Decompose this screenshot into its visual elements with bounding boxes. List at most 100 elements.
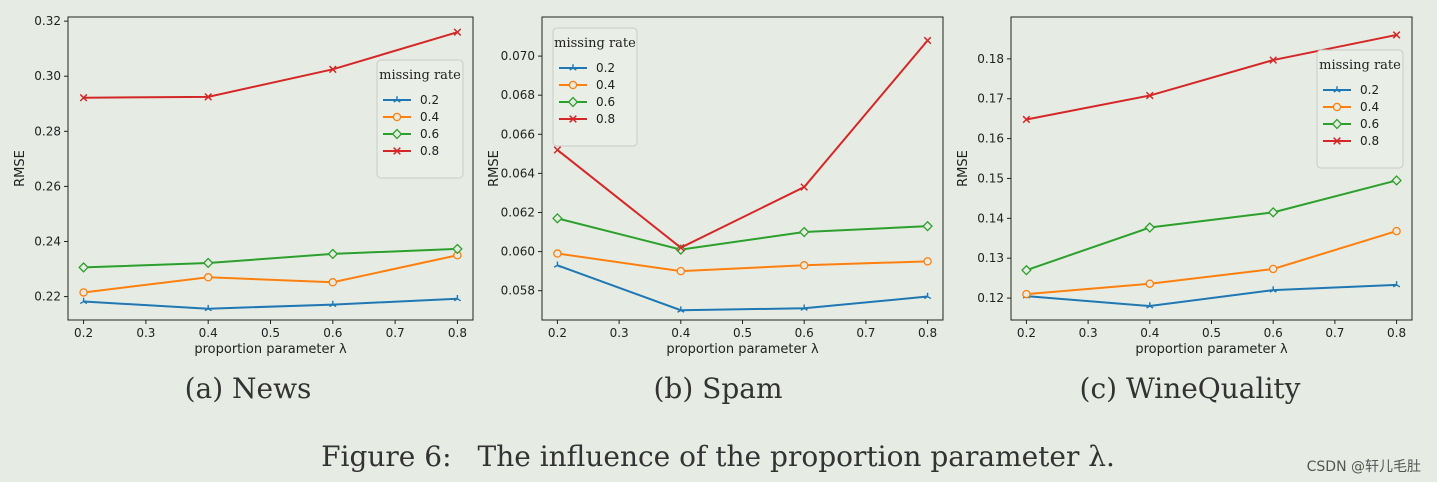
- x-tick-label: 0.7: [386, 326, 405, 340]
- y-tick-label: 0.22: [34, 290, 61, 304]
- caption-spam: (b) Spam: [653, 372, 783, 405]
- x-tick-label: 0.4: [671, 326, 690, 340]
- data-point-0.2: [677, 306, 685, 313]
- legend-title: missing rate: [379, 68, 461, 83]
- x-tick-label: 0.6: [795, 326, 814, 340]
- x-axis-label: proportion parameter λ: [1135, 342, 1288, 357]
- x-tick-label: 0.4: [1140, 326, 1159, 340]
- y-tick-label: 0.060: [501, 245, 535, 259]
- legend-label-0.6: 0.6: [1360, 117, 1379, 131]
- chart-panel-2: 0.2 0.3 0.4 0.5 0.6 0.7 0.8 0.058 0.060 0.062 0.06…: [487, 16, 944, 357]
- legend-marker-0.8: [393, 147, 401, 155]
- caption-winequality: (c) WineQuality: [1079, 372, 1301, 405]
- series-line-0.8: [556, 39, 929, 249]
- y-tick-label: 0.062: [501, 205, 535, 219]
- x-tick-label: 0.8: [918, 326, 937, 340]
- legend-marker-0.8: [1333, 137, 1341, 145]
- data-point-0.8: [453, 28, 462, 36]
- data-point-0.4: [1145, 279, 1155, 288]
- x-tick-label: 0.7: [1325, 326, 1344, 340]
- x-tick-label: 0.3: [1079, 326, 1098, 340]
- data-point-0.2: [553, 261, 562, 268]
- x-tick-label: 0.2: [548, 326, 567, 340]
- data-point-0.2: [329, 300, 337, 308]
- x-axis-label: proportion parameter λ: [194, 342, 347, 357]
- data-point-0.8: [1269, 56, 1278, 64]
- data-point-0.8: [676, 243, 685, 252]
- data-point-0.2: [1146, 302, 1154, 309]
- legend-title: missing rate: [554, 36, 636, 51]
- y-tick-label: 0.24: [34, 234, 61, 248]
- data-point-0.2: [204, 304, 212, 312]
- x-tick-label: 0.3: [610, 326, 629, 340]
- data-point-0.4: [328, 278, 338, 287]
- legend-label-0.2: 0.2: [420, 93, 439, 107]
- legend-label-0.8: 0.8: [1360, 134, 1379, 148]
- legend-marker-0.4: [392, 112, 402, 122]
- legend-marker-0.2: [393, 96, 401, 103]
- data-point-0.2: [800, 304, 808, 311]
- data-point-0.6: [552, 213, 563, 224]
- data-point-0.6: [1391, 175, 1402, 186]
- series-line-0.2: [1026, 283, 1397, 308]
- series-line-0.4: [1026, 230, 1397, 296]
- y-tick-label: 0.30: [34, 69, 61, 83]
- legend-label-0.8: 0.8: [420, 144, 439, 158]
- series-line-0.8: [1026, 33, 1397, 121]
- x-axis-label: proportion parameter λ: [666, 342, 819, 357]
- data-point-0.8: [79, 93, 88, 102]
- legend-marker-0.6: [391, 128, 403, 140]
- legend-title: missing rate: [1319, 58, 1401, 73]
- chart-panel-1: 0.2 0.3 0.4 0.5 0.6 0.7 0.8 0.22 0.24 0.26 0.28 0.3…: [13, 14, 474, 357]
- x-tick-label: 0.2: [74, 326, 93, 340]
- legend-label-0.6: 0.6: [596, 95, 615, 109]
- y-tick-label: 0.058: [501, 284, 535, 298]
- data-point-0.8: [923, 36, 932, 45]
- y-tick-label: 0.32: [34, 14, 61, 28]
- series-line-0.6: [1026, 179, 1397, 272]
- series-line-0.4: [83, 254, 458, 294]
- data-point-0.4: [79, 288, 88, 297]
- legend-marker-0.6: [1331, 118, 1343, 130]
- series-line-0.2: [557, 264, 928, 312]
- legend-label-0.2: 0.2: [596, 61, 615, 75]
- data-point-0.4: [799, 261, 809, 270]
- data-point-0.2: [1269, 286, 1277, 293]
- data-point-0.4: [1268, 264, 1278, 274]
- figure-caption: Figure 6: The influence of the proportion…: [321, 440, 1115, 473]
- data-point-0.2: [79, 297, 88, 305]
- y-tick-label: 0.070: [501, 49, 535, 63]
- x-tick-label: 0.8: [1387, 326, 1406, 340]
- y-tick-label: 0.17: [977, 92, 1004, 106]
- data-point-0.8: [328, 65, 337, 74]
- legend-label-0.4: 0.4: [420, 110, 439, 124]
- data-point-0.4: [676, 266, 686, 276]
- data-point-0.6: [327, 248, 339, 260]
- data-point-0.4: [1022, 289, 1031, 299]
- y-tick-label: 0.12: [977, 291, 1004, 305]
- data-point-0.8: [800, 183, 809, 191]
- y-axis-label: RMSE: [13, 150, 28, 187]
- data-point-0.6: [1144, 222, 1156, 233]
- data-point-0.4: [203, 273, 213, 282]
- x-tick-label: 0.5: [733, 326, 752, 340]
- chart-panel-3: 0.2 0.3 0.4 0.5 0.6 0.7 0.8 0.12 0.13 0.14 0.15 0.1…: [956, 16, 1413, 357]
- data-point-0.8: [553, 146, 562, 154]
- data-point-0.4: [553, 249, 562, 258]
- data-point-0.6: [1267, 207, 1279, 218]
- data-point-0.6: [922, 220, 933, 232]
- series-line-0.6: [557, 217, 928, 251]
- series-line-0.4: [557, 252, 928, 273]
- legend: missing rate 0.2 0.4 0.6 0.8: [1316, 49, 1404, 169]
- legend-marker-0.2: [569, 64, 577, 71]
- legend-marker-0.6: [567, 96, 579, 108]
- y-axis-label: RMSE: [956, 150, 971, 187]
- legend: missing rate 0.2 0.4 0.6 0.8: [376, 59, 464, 179]
- y-axis-label: RMSE: [487, 150, 502, 187]
- legend-label-0.4: 0.4: [1360, 100, 1379, 114]
- data-point-0.6: [675, 244, 687, 255]
- caption-news: (a) News: [184, 372, 312, 405]
- x-tick-label: 0.7: [856, 326, 875, 340]
- series-line-0.2: [83, 297, 458, 310]
